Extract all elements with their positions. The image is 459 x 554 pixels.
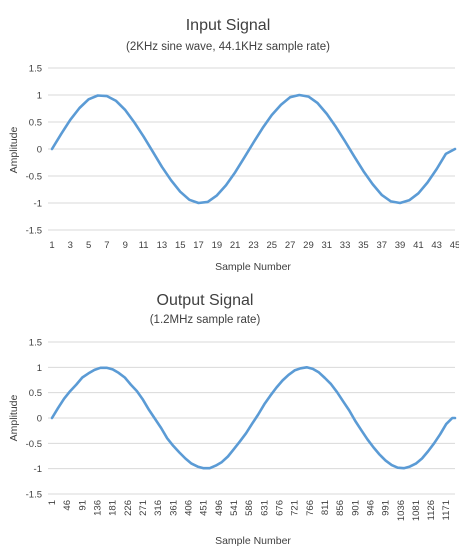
x-tick-label: 586 <box>244 500 255 516</box>
x-tick-label: 19 <box>212 240 223 251</box>
x-tick-label: 1036 <box>396 500 407 521</box>
y-tick-label: 1 <box>37 91 42 102</box>
x-tick-label: 27 <box>285 240 296 251</box>
y-tick-label: 1.5 <box>29 64 42 75</box>
y-tick-label: -1 <box>34 199 42 210</box>
y-tick-labels: 1.5 1 0.5 0 -0.5 -1 -1.5 <box>26 64 42 237</box>
y-tick-label: 0 <box>37 414 42 425</box>
y-axis-label: Amplitude <box>8 395 20 442</box>
chart-subtitle: (1.2MHz sample rate) <box>150 314 261 326</box>
output-signal-chart: Output Signal (1.2MHz sample rate) Ampli… <box>8 292 455 547</box>
x-tick-label: 1126 <box>426 500 437 520</box>
y-tick-label: 0.5 <box>29 388 42 399</box>
gridlines <box>48 342 455 494</box>
input-signal-chart: Input Signal (2KHz sine wave, 44.1KHz sa… <box>8 17 459 273</box>
x-tick-label: 361 <box>168 500 179 516</box>
x-tick-label: 991 <box>381 500 392 516</box>
y-tick-label: -1 <box>34 464 42 475</box>
x-tick-labels: 1 46 91 136 181 226 271 316 361 406 451 496 541 586 63… <box>47 500 452 521</box>
x-axis-label: Sample Number <box>215 535 291 547</box>
y-axis-label: Amplitude <box>8 127 20 174</box>
x-tick-label: 136 <box>92 500 103 516</box>
x-tick-label: 946 <box>365 500 376 516</box>
x-tick-label: 856 <box>335 500 346 516</box>
x-tick-label: 29 <box>303 240 314 251</box>
x-tick-label: 11 <box>139 240 149 251</box>
x-tick-label: 901 <box>350 500 361 516</box>
x-tick-label: 13 <box>157 240 168 251</box>
x-tick-label: 25 <box>267 240 278 251</box>
y-tick-label: -1.5 <box>26 226 42 237</box>
y-tick-label: -0.5 <box>26 172 42 183</box>
x-tick-label: 451 <box>199 500 210 516</box>
x-tick-label: 1081 <box>411 500 422 521</box>
x-tick-label: 181 <box>108 500 119 516</box>
x-tick-label: 15 <box>175 240 186 251</box>
x-tick-label: 811 <box>320 500 331 515</box>
chart-title: Output Signal <box>157 292 254 309</box>
chart-title: Input Signal <box>186 17 271 34</box>
x-tick-label: 41 <box>413 240 424 251</box>
x-tick-label: 17 <box>193 240 204 251</box>
chart-subtitle: (2KHz sine wave, 44.1KHz sample rate) <box>126 41 330 53</box>
y-tick-label: 0 <box>37 145 42 156</box>
y-tick-label: -1.5 <box>26 490 42 501</box>
x-tick-label: 316 <box>153 500 164 516</box>
x-tick-label: 541 <box>229 500 240 516</box>
x-tick-label: 271 <box>138 500 149 516</box>
x-tick-label: 46 <box>62 500 73 511</box>
x-tick-labels: 1 3 5 7 9 11 13 15 17 19 21 23 25 27 29 31 33 35 37 39 41 43 4… <box>49 240 459 251</box>
x-tick-label: 676 <box>274 500 285 516</box>
x-tick-label: 226 <box>123 500 134 516</box>
x-tick-label: 766 <box>305 500 316 516</box>
x-tick-label: 3 <box>68 240 73 251</box>
x-tick-label: 39 <box>395 240 406 251</box>
gridlines <box>48 68 455 230</box>
x-tick-label: 9 <box>123 240 128 251</box>
x-tick-label: 37 <box>376 240 387 251</box>
x-tick-label: 31 <box>321 240 332 251</box>
x-tick-label: 35 <box>358 240 369 251</box>
x-tick-label: 1171 <box>441 500 452 520</box>
x-axis-label: Sample Number <box>215 261 291 273</box>
x-tick-label: 631 <box>259 500 270 516</box>
x-tick-label: 496 <box>214 500 225 516</box>
x-tick-label: 406 <box>183 500 194 516</box>
x-tick-label: 1 <box>47 500 58 505</box>
x-tick-label: 5 <box>86 240 91 251</box>
y-tick-label: -0.5 <box>26 439 42 450</box>
x-tick-label: 21 <box>230 240 241 251</box>
x-tick-label: 23 <box>248 240 259 251</box>
x-tick-label: 91 <box>77 500 88 511</box>
x-tick-label: 45 <box>450 240 459 251</box>
y-tick-labels: 1.5 1 0.5 0 -0.5 -1 -1.5 <box>26 338 42 501</box>
x-tick-label: 1 <box>49 240 54 251</box>
x-tick-label: 33 <box>340 240 351 251</box>
y-tick-label: 0.5 <box>29 118 42 129</box>
y-tick-label: 1.5 <box>29 338 42 349</box>
x-tick-label: 721 <box>290 500 301 516</box>
x-tick-label: 43 <box>431 240 442 251</box>
x-tick-label: 7 <box>104 240 109 251</box>
y-tick-label: 1 <box>37 363 42 374</box>
